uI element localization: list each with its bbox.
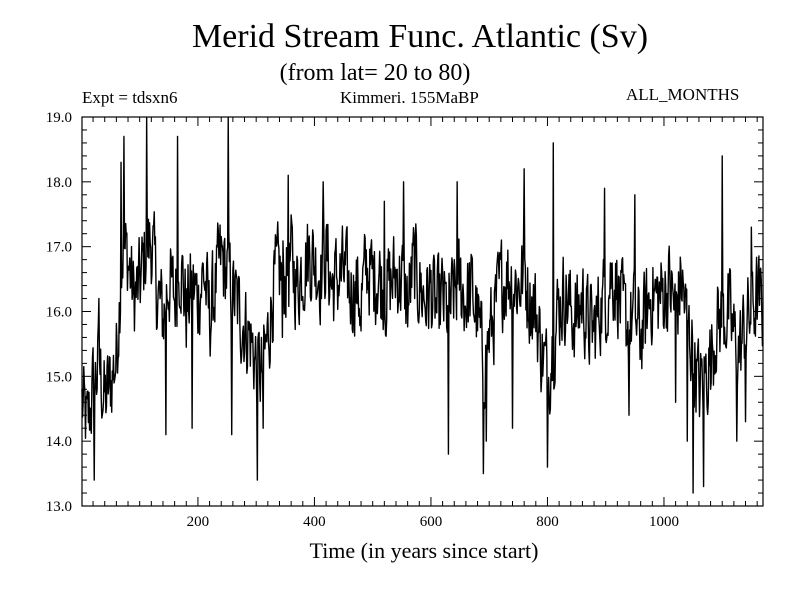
months-label: ALL_MONTHS [626, 85, 740, 104]
x-tick-label: 1000 [649, 514, 679, 530]
x-tick-label: 600 [420, 514, 443, 530]
chart-subtitle: (from lat= 20 to 80) [279, 60, 471, 86]
chart-title: Merid Stream Func. Atlantic (Sv) [191, 18, 649, 55]
x-tick-label: 800 [536, 514, 559, 530]
y-tick-label: 17.0 [46, 240, 72, 256]
experiment-label: Expt = tdsxn6 [82, 88, 178, 107]
y-tick-label: 16.0 [46, 305, 72, 321]
y-tick-label: 18.0 [46, 175, 72, 191]
x-tick-label: 200 [187, 514, 210, 530]
plot-frame [81, 116, 764, 507]
tick-labels: 200 400 600 800 1000 13.0 14.0 15.0 16.0 17.0 18.0… [46, 110, 679, 530]
series-line [81, 116, 764, 494]
y-tick-label: 13.0 [46, 499, 72, 515]
x-tick-label: 400 [303, 514, 326, 530]
y-tick-label: 14.0 [46, 434, 72, 450]
x-axis-label: Time (in years since start) [309, 538, 539, 563]
y-tick-label: 19.0 [46, 110, 72, 126]
y-tick-label: 15.0 [46, 369, 72, 385]
period-label: Kimmeri. 155MaBP [340, 88, 479, 107]
